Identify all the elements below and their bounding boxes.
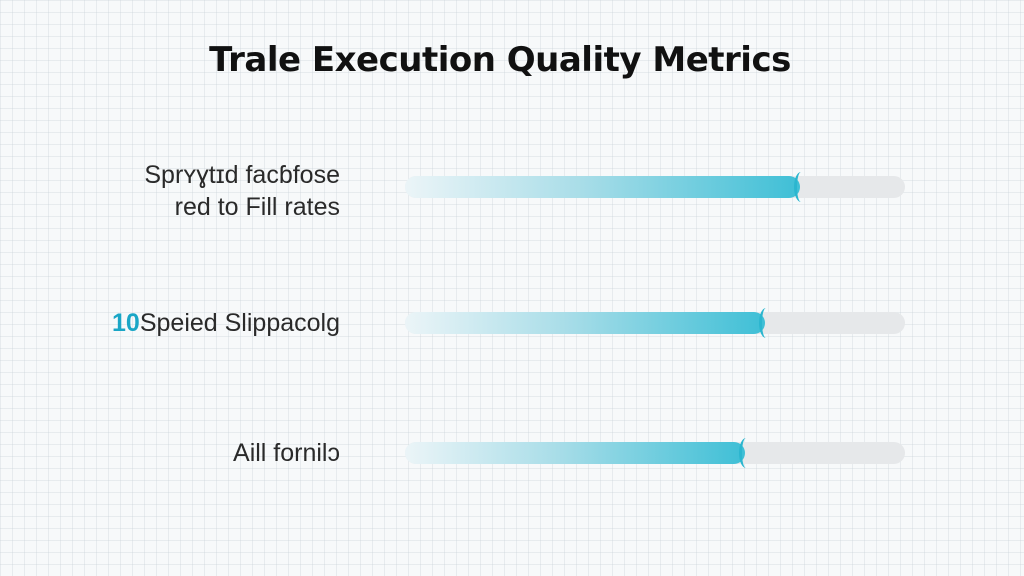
bar-label-3: Aill fornilɔ xyxy=(233,437,340,469)
bar-track-2 xyxy=(405,308,905,338)
bar-label-2: 10Speied Slippacolg xyxy=(112,307,340,339)
bar-label-badge: 10 xyxy=(112,309,140,337)
bar-track-1 xyxy=(405,172,905,202)
bar-handle-1 xyxy=(794,172,808,202)
bar-fill-3 xyxy=(405,442,745,464)
bar-fill-2 xyxy=(405,312,765,334)
bar-handle-3 xyxy=(739,438,753,468)
bar-label-text: Speied Slippacolg xyxy=(139,309,340,337)
bar-fill-1 xyxy=(405,176,800,198)
bar-handle-2 xyxy=(759,308,773,338)
bar-label-line: Aill fornilɔ xyxy=(233,439,340,467)
chart-title: Trale Execution Quality Metrics xyxy=(209,40,791,80)
bar-label-line: Sprʏɣtɪd facɓfose xyxy=(144,161,340,189)
bar-label-line: red to Fill rates xyxy=(174,193,340,221)
bar-label-line: 10Speied Slippacolg xyxy=(112,307,340,339)
bar-track-3 xyxy=(405,438,905,468)
bar-label-1: Sprʏɣtɪd facɓfose red to Fill rates xyxy=(144,159,340,223)
